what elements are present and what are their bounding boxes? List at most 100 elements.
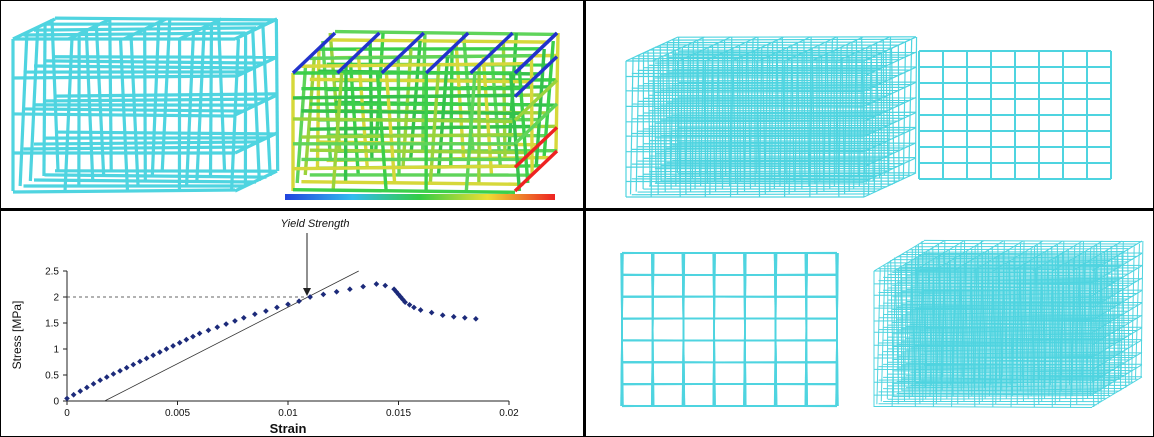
lattice-strut: [788, 58, 793, 195]
lattice-strut: [897, 44, 900, 182]
data-point: [163, 346, 170, 352]
lattice-strut: [773, 252, 778, 407]
lattice-strut: [1033, 257, 1038, 394]
lattice-strut: [666, 41, 905, 44]
lattice-strut: [762, 58, 766, 195]
lattice-strut: [649, 49, 888, 52]
lattice-strut: [972, 240, 1024, 272]
lattice-strut: [964, 262, 970, 399]
lattice-strut: [501, 40, 507, 160]
lattice-strut: [652, 36, 705, 62]
lattice-strut: [1091, 265, 1143, 297]
y-tick-label: 2.5: [45, 267, 59, 278]
stress-strain-chart: 0 0.005 0.01 0.015 0.02 0 0.5 1 1.5 2 2.5 Strain S…: [10, 218, 519, 436]
lattice-strut: [654, 107, 893, 110]
lattice-strut: [890, 47, 895, 184]
lattice-strut: [838, 47, 842, 184]
lattice-strut: [905, 251, 1124, 253]
lattice-strut: [1091, 252, 1143, 284]
lattice-cube-stress: [291, 29, 560, 195]
lattice-strut: [234, 17, 278, 41]
lattice-strut: [1091, 314, 1143, 346]
lattice-strut: [425, 31, 470, 75]
wireframe-cube-iso: [625, 36, 918, 198]
lattice-strut: [1012, 246, 1016, 383]
lattice-strut: [992, 240, 1044, 272]
lattice-strut: [901, 377, 1120, 380]
lattice-strut: [654, 152, 893, 155]
lattice-strut: [902, 42, 907, 179]
lattice-strut: [1140, 240, 1144, 378]
lattice-strut: [12, 17, 56, 41]
data-point: [428, 309, 435, 316]
lattice-strut: [625, 135, 865, 138]
lattice-strut: [794, 55, 799, 192]
lattice-strut: [529, 56, 534, 176]
lattice-strut: [908, 39, 913, 176]
lattice-strut: [1032, 240, 1083, 272]
chart-guides: [67, 233, 359, 402]
lattice-strut: [631, 193, 870, 196]
lattice-strut: [731, 36, 785, 62]
lattice-strut: [1091, 364, 1143, 396]
lattice-strut: [513, 55, 559, 98]
lattice-strut: [625, 180, 865, 183]
panel-lattice-stress: [0, 0, 585, 210]
lattice-strut: [923, 252, 1143, 255]
lattice-strut: [667, 52, 672, 190]
data-point: [137, 358, 143, 365]
data-point: [439, 312, 446, 319]
lattice-strut: [743, 252, 747, 407]
lattice-strut: [873, 393, 1093, 396]
lattice-strut: [295, 64, 308, 184]
data-point: [123, 364, 130, 371]
lattice-strut: [637, 54, 876, 57]
lattice-strut: [631, 148, 870, 150]
lattice-strut: [863, 51, 917, 77]
lattice-strut: [1034, 268, 1040, 405]
lattice-strut: [940, 265, 945, 402]
wireframe-cube-front: [918, 50, 1112, 180]
lattice-strut: [863, 36, 917, 62]
data-point: [64, 395, 70, 402]
offset-line: [104, 270, 359, 402]
lattice-strut: [234, 55, 278, 79]
lattice-strut: [454, 40, 466, 160]
x-tick-label: 0.02: [499, 408, 519, 419]
lattice-strut: [643, 112, 882, 115]
lattice-strut: [670, 39, 675, 176]
chart-axes: [66, 271, 509, 402]
lattice-strut: [820, 55, 825, 192]
lattice-strut: [892, 320, 1111, 323]
y-tick-label: 2: [53, 293, 59, 304]
lattice-strut: [915, 268, 921, 405]
lattice-strut: [818, 44, 821, 182]
lattice-strut: [873, 240, 925, 272]
lattice-strut: [878, 329, 1097, 332]
lattice-strut: [44, 173, 267, 179]
lattice-strut: [621, 361, 838, 364]
lattice-strut: [1121, 251, 1127, 388]
lattice-strut: [810, 36, 864, 62]
lattice-strut: [905, 275, 1124, 278]
lattice-strut: [837, 36, 890, 62]
lattice-strut: [1094, 268, 1099, 405]
yield-strength-annotation: Yield Strength: [281, 218, 350, 230]
wireframe-cube-front: [620, 251, 839, 408]
data-point: [97, 377, 103, 384]
lattice-strut: [23, 107, 246, 113]
lattice-strut: [757, 36, 811, 62]
data-point: [232, 318, 238, 324]
lattice-strut: [948, 249, 952, 386]
lattice-strut: [625, 90, 865, 93]
lattice-strut: [643, 172, 882, 175]
lattice-strut: [234, 93, 278, 117]
lattice-strut: [621, 339, 838, 342]
lattice-strut: [905, 262, 910, 399]
data-point: [473, 316, 479, 322]
lattice-strut: [994, 257, 997, 394]
lattice-strut: [983, 251, 987, 388]
stress-legend-bar: [285, 194, 555, 200]
data-point: [307, 294, 313, 300]
lattice-strut: [631, 132, 870, 135]
